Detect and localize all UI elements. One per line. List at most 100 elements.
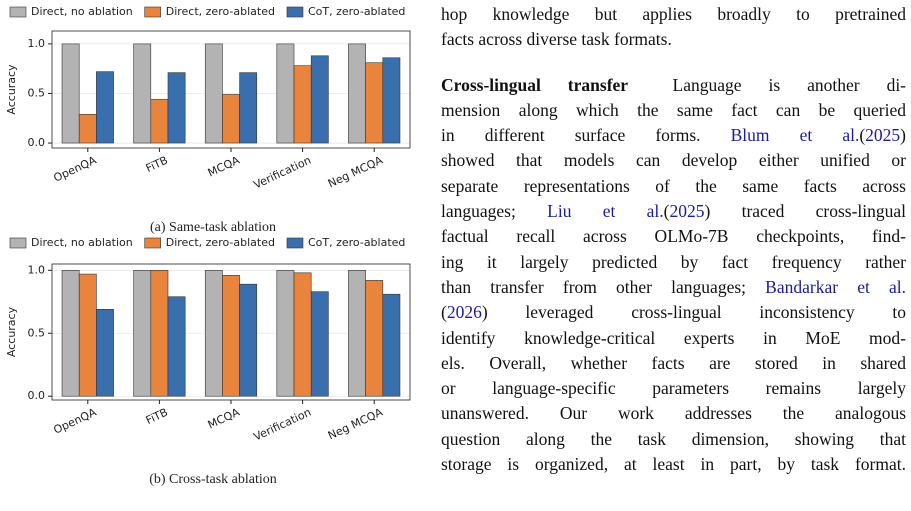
figure: Direct, no ablation Direct, zero-ablated C… (5, 5, 411, 487)
text-span: or language-specific parameters remains … (441, 378, 906, 399)
y-axis-label: Accuracy (5, 64, 18, 115)
paragraph: hop knowledge but applies broadly to pre… (441, 2, 906, 53)
x-tick-label: MCQA (206, 153, 242, 179)
legend-label: Direct, zero-ablated (166, 5, 275, 18)
x-tick-label: OpenQA (52, 405, 99, 436)
text-line: in different surface forms. Blum et al.(… (441, 123, 906, 148)
bar (222, 94, 240, 144)
text-line: (2026) leveraged cross-lingual inconsist… (441, 300, 906, 325)
bar (61, 43, 80, 144)
legend-swatch (9, 237, 27, 249)
legend-swatch (144, 237, 162, 249)
text-span: ) (900, 125, 906, 146)
bar (239, 283, 258, 397)
y-tick-label: 1.0 (28, 37, 46, 50)
y-axis-label: Accuracy (5, 306, 18, 357)
text-span: storage is organized, at least in part, … (441, 454, 906, 475)
y-tick-label: 1.0 (28, 263, 46, 276)
bar (382, 57, 401, 144)
bar (276, 43, 295, 144)
x-tick-label: FiTB (144, 154, 170, 175)
text-line: els. Overall, whether facts are stored i… (441, 351, 906, 376)
legend-label: Direct, no ablation (31, 236, 133, 249)
text-line: separate representations of the same fac… (441, 174, 906, 199)
bar (150, 269, 169, 397)
text-line: question along the task dimension, showi… (441, 427, 906, 452)
bar (348, 269, 366, 397)
legend-label: Direct, zero-ablated (166, 236, 275, 249)
text-line: identify knowledge-critical experts in M… (441, 326, 906, 351)
x-tick-label: Verification (252, 154, 314, 192)
axes-frame (51, 263, 411, 401)
text-line: hop knowledge but applies broadly to pre… (441, 2, 906, 27)
paragraph: Cross-lingual transfer Language is anoth… (441, 73, 906, 478)
text-span: in different surface forms. (441, 125, 701, 146)
text-span: question along the task dimension, showi… (441, 428, 906, 449)
x-tick-label: Neg MCQA (326, 153, 385, 190)
legend-swatch (9, 6, 27, 18)
bar (293, 272, 312, 397)
text-line: factual recall across OLMo-7B checkpoint… (441, 224, 906, 249)
text-span: languages; (441, 201, 516, 222)
text-span: than transfer from other languages; (441, 276, 747, 297)
x-tick-label: MCQA (206, 405, 242, 431)
caption: (b) Cross-task ablation (149, 472, 277, 487)
bar (204, 269, 223, 397)
text-span: ( (663, 201, 670, 222)
bar (167, 296, 186, 397)
text-span: identify knowledge-critical experts in M… (441, 327, 906, 348)
y-tick-label: 0.5 (28, 86, 46, 99)
text-span: els. Overall, whether facts are stored i… (441, 352, 906, 373)
text-line: languages; Liu et al.(2025) traced cross… (441, 199, 906, 224)
text-line: unanswered. Our work addresses the analo… (441, 401, 906, 426)
bar (204, 43, 223, 144)
text-span: factual recall across OLMo-7B checkpoint… (441, 226, 906, 247)
text-span: ing it largely predicted by fact frequen… (441, 251, 906, 272)
y-tick-label: 0.0 (28, 389, 46, 402)
bar (78, 273, 97, 397)
citation-link[interactable]: 2025 (865, 125, 901, 146)
x-tick-label: FiTB (144, 406, 170, 427)
legend-swatch (144, 6, 162, 18)
text-span: ( (441, 302, 447, 323)
bar (293, 65, 312, 144)
citation-link[interactable]: Blum et al. (730, 125, 860, 146)
x-tick-label: Neg MCQA (326, 405, 385, 442)
text-span: separate representations of the same fac… (441, 175, 906, 196)
text-span: ( (859, 125, 866, 146)
text-line: showed that models can develop either un… (441, 148, 906, 173)
text-span: Language is another di- (672, 74, 907, 95)
bar (310, 291, 329, 397)
axes-frame (51, 30, 411, 149)
bar (96, 309, 114, 397)
caption: (a) Same-task ablation (150, 220, 276, 235)
text-line: mension along which the same fact can be… (441, 98, 906, 123)
text-line: than transfer from other languages; Band… (441, 275, 906, 300)
legend-swatch (286, 237, 304, 249)
bar (133, 43, 152, 144)
x-tick-label: OpenQA (52, 153, 99, 184)
legend-swatch (286, 6, 304, 18)
text-span: ) leveraged cross-lingual inconsistency … (481, 302, 906, 323)
bar (365, 280, 384, 397)
x-tick-label: Verification (252, 406, 314, 444)
y-tick-label: 0.0 (28, 136, 46, 149)
text-span: unanswered. Our work addresses the analo… (441, 403, 906, 424)
legend-label: Direct, no ablation (31, 5, 133, 18)
text-span: showed that models can develop either un… (441, 150, 906, 171)
citation-link[interactable]: Bandarkar et al. (765, 276, 906, 297)
bar (310, 55, 329, 144)
text-span: facts across diverse task formats. (441, 29, 672, 50)
y-tick-label: 0.5 (28, 326, 46, 339)
citation-link[interactable]: 2025 (669, 201, 705, 222)
body-text: hop knowledge but applies broadly to pre… (441, 2, 906, 477)
text-line: ing it largely predicted by fact frequen… (441, 250, 906, 275)
bar (96, 71, 114, 144)
bar (276, 269, 295, 397)
text-span: ) traced cross-lingual (704, 201, 907, 222)
citation-link[interactable]: Liu et al. (547, 201, 664, 222)
citation-link[interactable]: 2026 (446, 302, 482, 323)
legend-label: CoT, zero-ablated (308, 5, 405, 18)
text-line: Cross-lingual transfer Language is anoth… (441, 73, 906, 98)
